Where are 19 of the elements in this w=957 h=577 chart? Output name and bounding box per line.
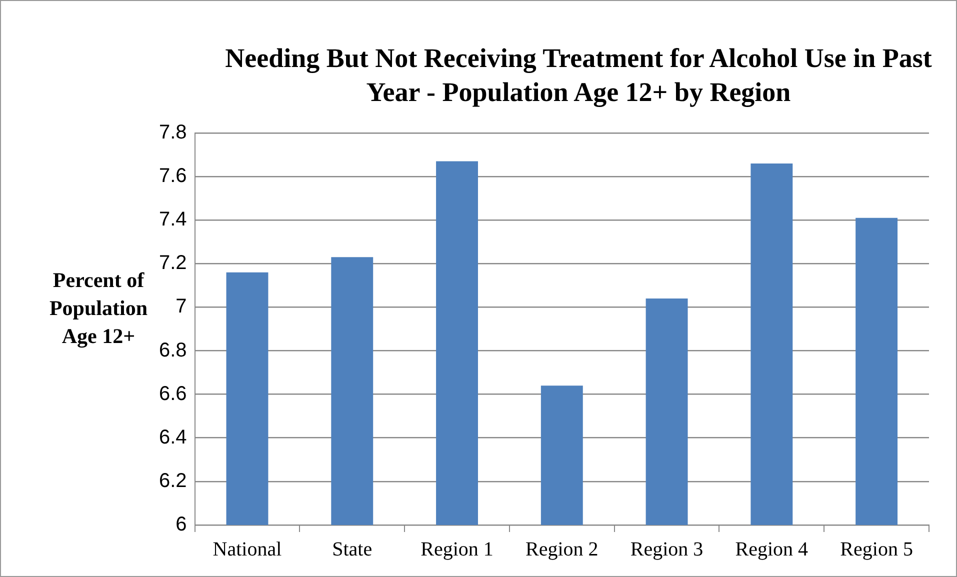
- x-tick-label: National: [212, 538, 282, 560]
- x-tick-label: Region 3: [630, 538, 704, 560]
- y-tick-label: 6.2: [158, 470, 187, 492]
- y-tick-label: 7: [176, 296, 187, 318]
- x-tick-label: Region 4: [735, 538, 808, 560]
- x-tick-label: Region 2: [526, 538, 598, 560]
- y-tick-label: 7.6: [158, 165, 187, 188]
- y-tick-label: 6: [176, 514, 187, 536]
- x-tick-label: Region 1: [420, 538, 494, 560]
- y-tick-label: 7.4: [158, 208, 187, 231]
- x-tick-label: Region 5: [840, 538, 913, 560]
- y-tick-label: 6.4: [158, 426, 187, 448]
- chart-title: Needing But Not Receiving Treatment for Alcohol Use in Past Year - Population Age 12+ by Region: [224, 42, 933, 109]
- y-tick-label: 7.8: [158, 122, 187, 144]
- x-tick-label: State: [332, 538, 372, 560]
- y-axis-title: Percent of Population Age 12+: [49, 268, 148, 348]
- y-tick-label: 6.6: [158, 382, 187, 405]
- y-tick-label: 7.2: [158, 252, 187, 274]
- y-tick-label: 6.8: [158, 339, 187, 362]
